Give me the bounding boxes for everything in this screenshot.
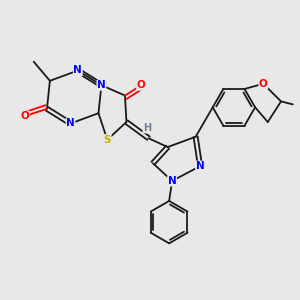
Text: O: O: [259, 79, 268, 89]
Text: O: O: [20, 111, 29, 121]
Text: S: S: [103, 135, 111, 145]
Text: N: N: [74, 65, 82, 76]
Text: N: N: [97, 80, 106, 90]
Text: H: H: [143, 123, 151, 133]
Text: N: N: [168, 176, 176, 186]
Text: O: O: [137, 80, 146, 90]
Text: N: N: [196, 161, 204, 171]
Text: N: N: [66, 118, 75, 128]
